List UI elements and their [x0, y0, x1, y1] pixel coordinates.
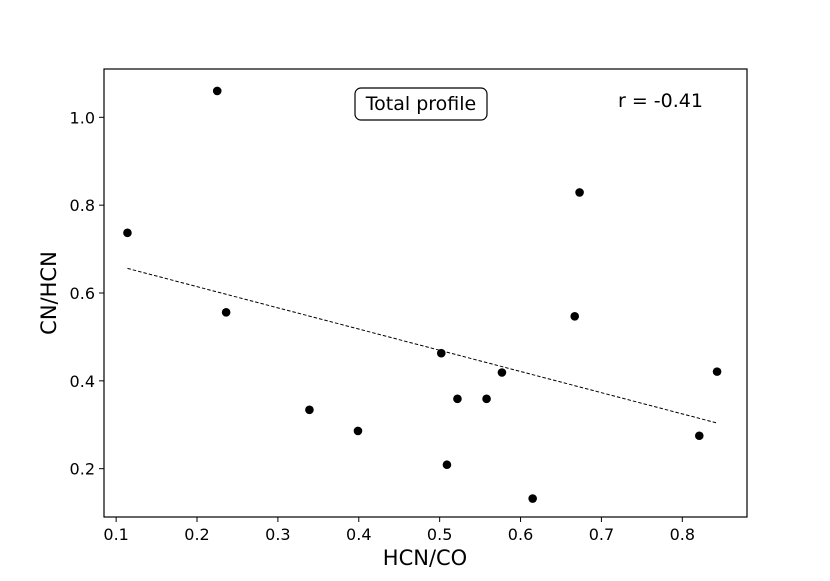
x-tick-label: 0.3 — [265, 525, 290, 544]
data-point — [570, 311, 580, 321]
x-tick-label: 0.4 — [346, 525, 371, 544]
x-tick-label: 0.6 — [508, 525, 533, 544]
x-axis-ticks: 0.1 0.2 0.3 0.4 0.5 0.6 0.7 0.8 — [103, 517, 695, 544]
data-point — [482, 394, 491, 404]
total-profile-annotation: Total profile — [354, 87, 488, 121]
y-tick-label: 0.2 — [70, 460, 95, 479]
data-point — [221, 308, 231, 317]
x-tick-label: 0.1 — [103, 525, 128, 544]
data-point — [575, 188, 584, 197]
x-tick-label: 0.5 — [427, 525, 452, 544]
data-point — [528, 494, 537, 503]
regression-line — [127, 267, 718, 424]
x-axis-label: HCN/CO — [383, 546, 467, 570]
correlation-label: r = -0.41 — [618, 90, 703, 112]
data-point — [305, 405, 314, 415]
annotation-box-label: Total profile — [365, 93, 476, 115]
points-layer — [123, 86, 722, 503]
data-point — [442, 460, 452, 470]
x-tick-label: 0.2 — [184, 525, 209, 544]
y-tick-label: 0.4 — [70, 372, 95, 391]
data-point — [497, 368, 507, 377]
y-axis-label: CN/HCN — [37, 251, 61, 335]
data-point — [694, 431, 704, 441]
x-tick-label: 0.7 — [589, 525, 614, 544]
data-point — [436, 348, 446, 358]
data-point — [123, 228, 132, 238]
plot-frame — [103, 68, 748, 518]
data-point — [212, 86, 222, 96]
y-tick-label: 0.6 — [70, 284, 95, 303]
annotation-box — [354, 87, 488, 121]
y-tick-label: 1.0 — [70, 108, 95, 127]
y-tick-label: 0.8 — [70, 196, 95, 215]
fit-line-layer — [127, 267, 718, 424]
data-point — [353, 426, 363, 436]
y-axis-ticks: 0.2 0.4 0.6 0.8 1.0 — [70, 108, 104, 479]
x-tick-label: 0.8 — [670, 525, 695, 544]
data-point — [453, 394, 462, 404]
data-point — [712, 367, 722, 376]
